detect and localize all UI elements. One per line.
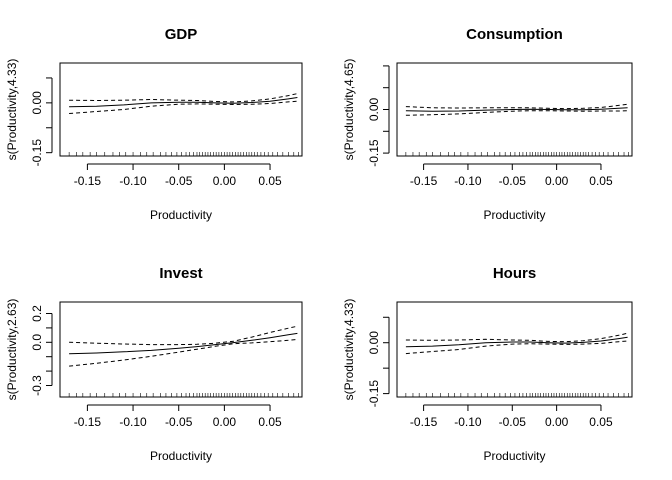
plot-frame [396, 62, 633, 157]
y-tick-label: -0.15 [367, 139, 381, 167]
chart-title: Hours [493, 265, 536, 282]
chart-title: GDP [165, 26, 198, 43]
x-tick-label: 0.00 [545, 415, 569, 429]
x-tick-label: -0.15 [410, 415, 438, 429]
chart-panel-1: GDP -0.15 -0.10 -0.05 0.00 0.05 Productivity -0… [5, 26, 303, 222]
x-tick-label: 0.05 [258, 174, 282, 188]
chart-title: Consumption [466, 26, 563, 43]
x-axis-label: Productivity [483, 208, 545, 222]
y-tick-label: 0.00 [30, 91, 44, 115]
x-tick-label: -0.10 [454, 415, 482, 429]
x-tick-label: -0.10 [119, 174, 147, 188]
y-tick-label: 0.00 [367, 97, 381, 121]
x-tick-label: 0.05 [589, 174, 613, 188]
x-tick-label: -0.05 [499, 174, 527, 188]
confidence-band-line [405, 110, 628, 116]
plot-frame [59, 62, 303, 157]
confidence-band-line [69, 325, 298, 346]
x-tick-label: 0.00 [213, 174, 237, 188]
x-tick-label: -0.15 [410, 174, 438, 188]
confidence-band-line [69, 338, 298, 367]
chart-panel-2: Consumption -0.15 -0.10 -0.05 0.00 0.05 Produc… [342, 26, 633, 222]
x-tick-label: -0.15 [74, 174, 102, 188]
x-tick-label: -0.05 [499, 415, 527, 429]
x-tick-label: 0.00 [545, 174, 569, 188]
plot-frame [59, 301, 303, 398]
y-axis-label: s(Productivity,4.33) [5, 59, 19, 161]
y-axis-label: s(Productivity,4.65) [342, 59, 356, 161]
x-tick-label: -0.15 [74, 415, 102, 429]
x-tick-label: 0.05 [589, 415, 613, 429]
confidence-band-line [69, 93, 298, 103]
x-axis-label: Productivity [150, 449, 212, 463]
x-tick-label: -0.10 [119, 415, 147, 429]
smooth-fit-line [405, 107, 628, 112]
smooth-fit-line [69, 97, 298, 108]
y-axis-label: s(Productivity,2.63) [5, 299, 19, 401]
y-tick-label: -0.3 [30, 375, 44, 396]
x-tick-label: 0.00 [213, 415, 237, 429]
y-tick-label: 0.00 [367, 331, 381, 355]
plot-frame [396, 301, 633, 398]
y-tick-label: 0.0 [30, 334, 44, 351]
y-axis-label: s(Productivity,4.33) [342, 299, 356, 401]
smooth-fit-line [405, 336, 628, 348]
confidence-band-line [69, 100, 298, 114]
confidence-band-line [405, 340, 628, 355]
smooth-fit-line [69, 332, 298, 355]
x-axis-label: Productivity [483, 449, 545, 463]
y-tick-label: -0.15 [30, 139, 44, 167]
chart-title: Invest [159, 265, 202, 282]
x-tick-label: -0.05 [165, 174, 193, 188]
chart-panel-3: Invest -0.15 -0.10 -0.05 0.00 0.05 Productivit… [5, 265, 303, 463]
chart-panel-4: Hours -0.15 -0.10 -0.05 0.00 0.05 Productivity… [342, 265, 633, 463]
x-tick-label: -0.05 [165, 415, 193, 429]
confidence-band-line [405, 103, 628, 110]
x-axis-label: Productivity [150, 208, 212, 222]
confidence-band-line [405, 332, 628, 343]
x-tick-label: 0.05 [258, 415, 282, 429]
x-tick-label: -0.10 [454, 174, 482, 188]
y-tick-label: 0.2 [30, 305, 44, 322]
y-tick-label: -0.15 [367, 380, 381, 408]
